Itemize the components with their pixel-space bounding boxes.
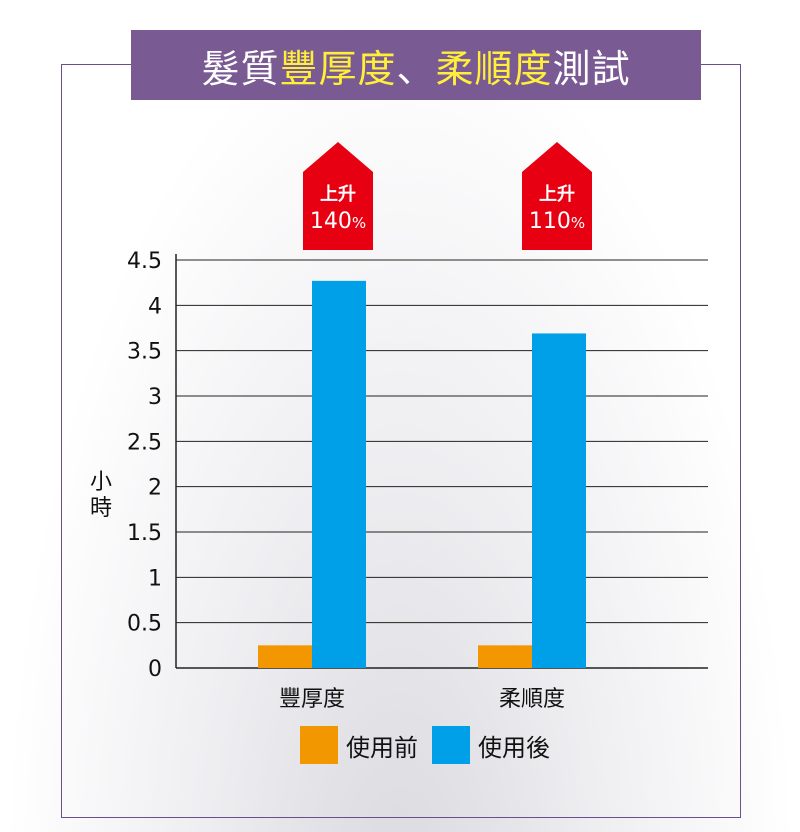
x-tick-label: 豐厚度 — [279, 687, 345, 712]
y-tick-label: 1.5 — [127, 521, 162, 546]
y-tick-label: 2 — [148, 476, 162, 501]
bar-after — [532, 333, 586, 668]
y-tick-label: 3 — [148, 385, 162, 410]
title-segment-1: 豐厚度 — [279, 46, 397, 91]
y-tick-label: 0 — [148, 657, 162, 682]
increase-badge — [522, 142, 592, 250]
y-tick-label: 0.5 — [127, 612, 162, 637]
badge-label: 上升 — [320, 184, 356, 205]
legend-swatch-before — [300, 726, 338, 764]
increase-badge — [303, 142, 373, 250]
legend-label-before: 使用前 — [346, 733, 418, 762]
legend-item-before: 使用前 — [300, 726, 418, 764]
title-segment-2: 、 — [396, 46, 436, 91]
x-tick-label: 柔順度 — [499, 687, 565, 712]
title-segment-4: 測試 — [552, 46, 631, 91]
bar-after — [312, 280, 366, 668]
badge-value: 140% — [310, 209, 366, 234]
title-segment-0: 髮質 — [201, 46, 280, 91]
legend-item-after: 使用後 — [432, 726, 550, 764]
badge-label: 上升 — [539, 184, 575, 205]
y-axis-label: 小時 — [89, 470, 112, 521]
badge-value: 110% — [529, 209, 585, 234]
y-tick-label: 1 — [148, 566, 162, 591]
y-tick-label: 4 — [148, 294, 162, 319]
title-banner: 髮質 豐厚度、柔順度 測試 — [131, 30, 701, 100]
bar-before — [258, 645, 312, 668]
legend-swatch-after — [432, 726, 470, 764]
title-segment-3: 柔順度 — [435, 46, 553, 91]
y-tick-label: 4.5 — [127, 249, 162, 274]
y-tick-label: 3.5 — [127, 340, 162, 365]
legend: 使用前 使用後 — [300, 726, 564, 764]
y-tick-label: 2.5 — [127, 430, 162, 455]
legend-label-after: 使用後 — [478, 733, 550, 762]
bar-before — [478, 645, 532, 668]
